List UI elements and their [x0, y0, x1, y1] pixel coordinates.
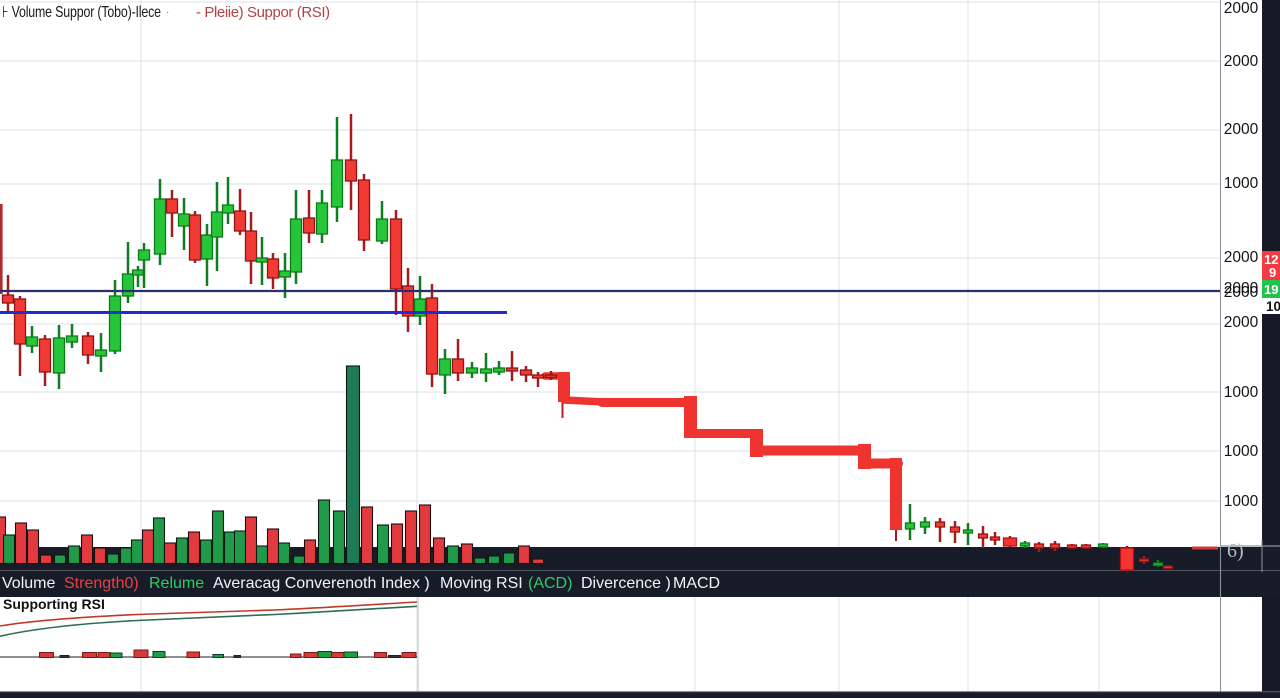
svg-text:Divercence ): Divercence ) — [581, 575, 671, 592]
svg-text:2000: 2000 — [1224, 121, 1259, 138]
svg-text:MACD: MACD — [673, 575, 720, 592]
svg-text:10: 10 — [1266, 299, 1280, 314]
svg-text:19: 19 — [1264, 282, 1278, 297]
svg-text:(ACD): (ACD) — [528, 575, 572, 592]
svg-text:·: · — [166, 7, 169, 18]
svg-text:12: 12 — [1264, 252, 1278, 267]
svg-text:1000: 1000 — [1224, 384, 1259, 401]
svg-text:2000: 2000 — [1224, 284, 1259, 301]
svg-text:2000: 2000 — [1224, 314, 1259, 331]
svg-text:2000: 2000 — [1224, 249, 1259, 266]
svg-text:1000: 1000 — [1224, 493, 1259, 510]
svg-text:Relume: Relume — [149, 575, 204, 592]
svg-text:Volume: Volume — [2, 575, 55, 592]
svg-text:2000: 2000 — [1224, 53, 1259, 70]
svg-text:Averacag Converenoth Index ): Averacag Converenoth Index ) — [213, 575, 430, 592]
svg-text:- Pleiie) Suppor (RSI): - Pleiie) Suppor (RSI) — [196, 4, 330, 21]
svg-text:⊦ Volume Suppor (Tobo)-Ilece: ⊦ Volume Suppor (Tobo)-Ilece — [2, 3, 161, 21]
svg-text:2000: 2000 — [1224, 0, 1259, 17]
svg-text:Moving RSI: Moving RSI — [440, 575, 523, 592]
svg-text:9: 9 — [1269, 265, 1276, 280]
svg-text:6): 6) — [1227, 540, 1244, 562]
svg-text:1000: 1000 — [1224, 175, 1259, 192]
svg-text:Supporting RSI: Supporting RSI — [3, 596, 105, 612]
svg-text:Strength0): Strength0) — [64, 575, 139, 592]
svg-text:2000: 2000 — [1224, 280, 1259, 297]
svg-text:1000: 1000 — [1224, 443, 1259, 460]
